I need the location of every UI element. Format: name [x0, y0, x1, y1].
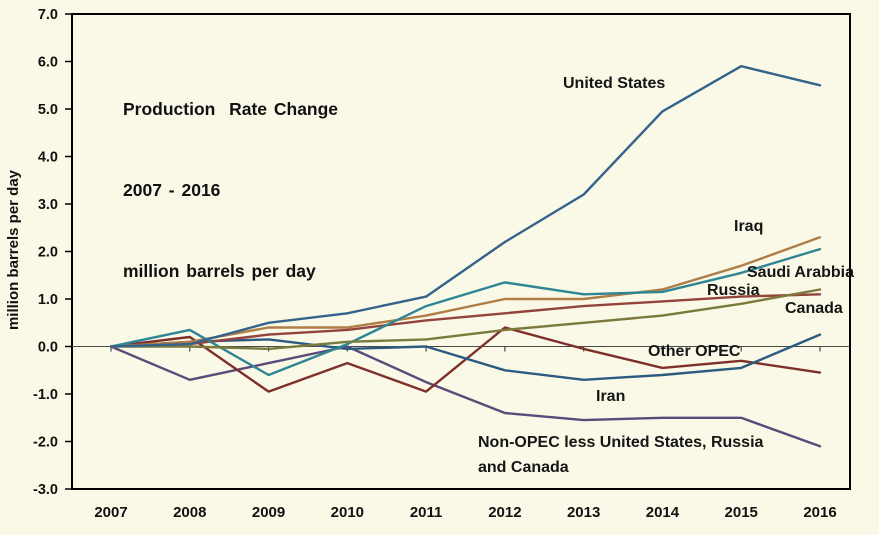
series-label-iran: Iran — [596, 388, 625, 405]
series-label-canada: Canada — [785, 300, 843, 317]
series-label-iraq: Iraq — [734, 218, 763, 235]
chart-title-line-1: Production Rate Change — [123, 99, 339, 119]
series-label-united-states: United States — [563, 75, 665, 92]
x-tick-label: 2009 — [252, 504, 285, 521]
x-tick-label: 2008 — [173, 504, 206, 521]
x-tick-label: 2010 — [331, 504, 364, 521]
y-tick-label: 3.0 — [38, 197, 58, 213]
series-label-non-opec-less-united-states-russia-and-canada: and Canada — [478, 459, 569, 476]
x-tick-label: 2014 — [646, 504, 680, 521]
y-tick-label: 5.0 — [38, 102, 58, 118]
y-axis-title: million barrels per day — [5, 169, 22, 330]
x-tick-label: 2016 — [803, 504, 836, 521]
series-line-united-states — [109, 64, 822, 348]
y-tick-label: 1.0 — [38, 292, 58, 308]
series-line-russia — [109, 293, 822, 348]
series-line-canada — [109, 288, 822, 351]
y-tick-label: 7.0 — [38, 7, 58, 23]
x-tick-label: 2012 — [488, 504, 521, 521]
series-label-non-opec-less-united-states-russia-and-canada: Non-OPEC less United States, Russia — [478, 434, 764, 451]
y-tick-label: 0.0 — [38, 340, 58, 356]
series-label-saudi-arabbia: Saudi Arabbia — [747, 264, 854, 281]
series-line-non-opec-less-united-states-russia-and-canada — [109, 345, 822, 448]
y-tick-label: -2.0 — [33, 435, 58, 451]
series-line-other-opec — [109, 333, 822, 381]
series-label-russia: Russia — [707, 282, 760, 299]
series-label-other-opec: Other OPEC — [648, 343, 741, 360]
y-tick-label: 2.0 — [38, 245, 58, 261]
x-tick-label: 2013 — [567, 504, 600, 521]
series-line-saudi-arabbia — [109, 247, 822, 377]
x-tick-label: 2007 — [94, 504, 127, 521]
y-tick-label: 6.0 — [38, 55, 58, 71]
y-tick-label: -1.0 — [33, 387, 58, 403]
x-tick-label: 2011 — [410, 504, 443, 521]
y-tick-label: 4.0 — [38, 150, 58, 166]
y-tick-label: -3.0 — [33, 482, 58, 498]
x-tick-label: 2015 — [725, 504, 758, 521]
chart-title-line-2: 2007 - 2016 — [123, 180, 221, 200]
chart-title-line-3: million barrels per day — [123, 261, 316, 281]
chart-title-block: Production Rate Change 2007 - 2016 milli… — [123, 42, 338, 339]
